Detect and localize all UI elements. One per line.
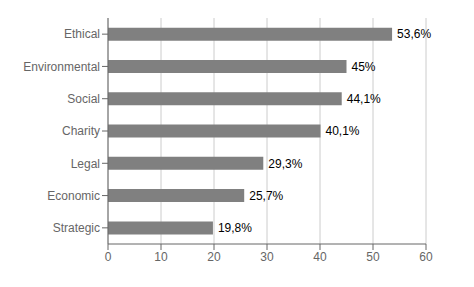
svg-text:Environmental: Environmental: [23, 60, 100, 74]
svg-text:Legal: Legal: [71, 157, 100, 171]
svg-text:Economic: Economic: [47, 189, 100, 203]
svg-text:10: 10: [154, 250, 168, 264]
svg-text:40: 40: [313, 250, 327, 264]
svg-text:60: 60: [419, 250, 433, 264]
svg-text:0: 0: [105, 250, 112, 264]
svg-text:20: 20: [207, 250, 221, 264]
svg-text:Charity: Charity: [62, 124, 100, 138]
svg-text:29,3%: 29,3%: [268, 157, 302, 171]
svg-text:Ethical: Ethical: [64, 27, 100, 41]
svg-text:30: 30: [260, 250, 274, 264]
svg-text:40,1%: 40,1%: [326, 124, 360, 138]
svg-text:Strategic: Strategic: [53, 221, 100, 235]
svg-text:Social: Social: [67, 92, 100, 106]
svg-text:53,6%: 53,6%: [397, 27, 431, 41]
svg-text:25,7%: 25,7%: [249, 189, 283, 203]
svg-text:45%: 45%: [352, 60, 376, 74]
svg-text:44,1%: 44,1%: [347, 92, 381, 106]
svg-text:50: 50: [366, 250, 380, 264]
svg-text:19,8%: 19,8%: [218, 221, 252, 235]
